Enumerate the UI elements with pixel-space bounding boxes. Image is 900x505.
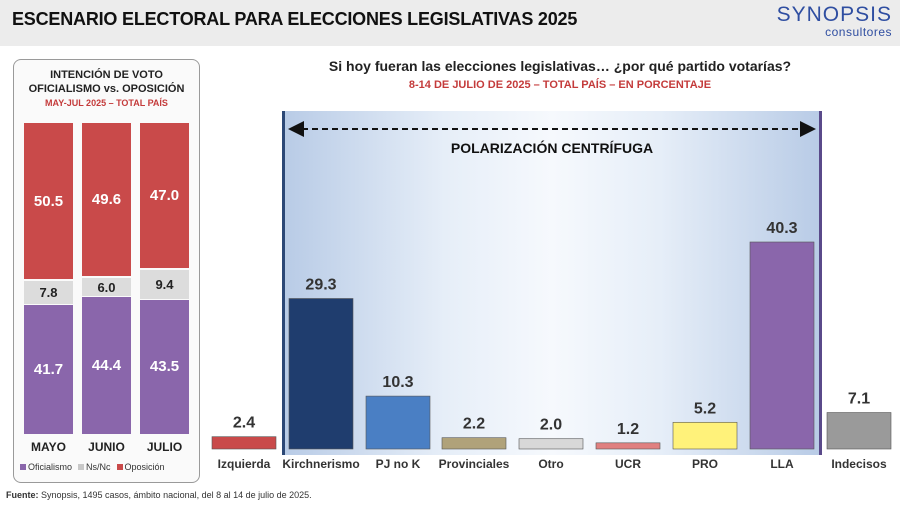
legend-item-opposition: Oposición: [116, 462, 165, 472]
stacked-segment-nsnc-junio: 6.0: [82, 278, 131, 296]
bar-otro: [518, 438, 584, 450]
header-bar: ESCENARIO ELECTORAL PARA ELECCIONES LEGI…: [0, 0, 900, 46]
value-label-pj-no-k: 10.3: [382, 374, 413, 391]
value-label-pro: 5.2: [694, 400, 716, 417]
brand-subtitle: consultores: [825, 25, 892, 39]
month-label-junio: JUNIO: [88, 440, 125, 454]
category-label-indecisos: Indecisos: [831, 457, 887, 471]
panel-subtitle: MAY-JUL 2025 – TOTAL PAÍS: [45, 98, 168, 108]
bar-pj-no-k: [365, 395, 431, 450]
stacked-segment-oposicin-junio: 49.6: [82, 123, 131, 277]
category-label-kirchnerismo: Kirchnerismo: [282, 457, 359, 471]
bar-kirchnerismo: [288, 298, 354, 450]
month-label-julio: JULIO: [146, 440, 183, 454]
page-title: ESCENARIO ELECTORAL PARA ELECCIONES LEGI…: [12, 9, 578, 29]
bar-lla: [749, 241, 815, 450]
bar-izquierda: [211, 436, 277, 450]
panel-title-line1: INTENCIÓN DE VOTO: [50, 69, 163, 81]
month-label-mayo: MAYO: [31, 440, 66, 454]
panel-title-line2: OFICIALISMO vs. OPOSICIÓN: [28, 83, 185, 95]
legend-item-officialism: Oficialismo: [20, 462, 72, 472]
brand-name: SYNOPSIS: [776, 3, 892, 26]
bar-indecisos: [826, 412, 892, 450]
polarization-band-left-edge: [282, 111, 285, 455]
value-label-izquierda: 2.4: [233, 415, 255, 432]
legend-label-opposition: Oposición: [124, 462, 165, 472]
legend-swatch-opposition: [116, 464, 123, 470]
legend-item-ns-nc: Ns/Nc: [78, 462, 111, 472]
value-label-ucr: 1.2: [617, 421, 639, 438]
bar-pro: [672, 421, 738, 450]
category-label-pro: PRO: [692, 457, 718, 471]
brand-logo: SYNOPSIS consultores: [777, 4, 892, 39]
category-label-provinciales: Provinciales: [439, 457, 510, 471]
value-label-indecisos: 7.1: [848, 391, 870, 408]
legend-label-officialism: Oficialismo: [28, 462, 73, 472]
legend-label-ns-nc: Ns/Nc: [86, 462, 111, 472]
stacked-segment-oficialismo-mayo: 41.7: [24, 305, 73, 434]
stacked-segment-nsnc-mayo: 7.8: [24, 281, 73, 305]
value-label-provinciales: 2.2: [463, 416, 485, 433]
source-note: Fuente: Synopsis, 1495 casos, ámbito nac…: [6, 490, 312, 500]
stacked-chart-legend: Oficialismo Ns/Nc Oposición: [20, 462, 165, 472]
stacked-segment-oficialismo-junio: 44.4: [82, 296, 131, 434]
question-subtitle: 8-14 DE JULIO DE 2025 – TOTAL PAÍS – EN …: [408, 79, 712, 91]
category-label-pj-no-k: PJ no K: [376, 457, 421, 471]
value-label-kirchnerismo: 29.3: [305, 277, 336, 294]
value-label-otro: 2.0: [540, 417, 562, 434]
bar-ucr: [595, 442, 661, 450]
category-label-izquierda: Izquierda: [218, 457, 271, 471]
category-label-ucr: UCR: [615, 457, 641, 471]
source-text: Synopsis, 1495 casos, ámbito nacional, d…: [38, 490, 312, 500]
value-label-lla: 40.3: [766, 220, 797, 237]
bar-provinciales: [441, 437, 507, 450]
category-label-lla: LLA: [770, 457, 794, 471]
stacked-segment-nsnc-julio: 9.4: [140, 270, 189, 299]
question-title: Si hoy fueran las elecciones legislativa…: [328, 58, 792, 74]
legend-swatch-officialism: [20, 464, 26, 470]
source-label: Fuente:: [6, 490, 39, 500]
stacked-segment-oficialismo-julio: 43.5: [140, 299, 189, 434]
stacked-segment-oposicin-mayo: 50.5: [24, 123, 73, 280]
polarization-label: POLARIZACIÓN CENTRÍFUGA: [450, 140, 654, 156]
category-label-otro: Otro: [538, 457, 563, 471]
legend-swatch-ns-nc: [78, 464, 85, 470]
polarization-band-right-edge: [819, 111, 822, 455]
stacked-segment-oposicin-julio: 47.0: [140, 123, 189, 269]
